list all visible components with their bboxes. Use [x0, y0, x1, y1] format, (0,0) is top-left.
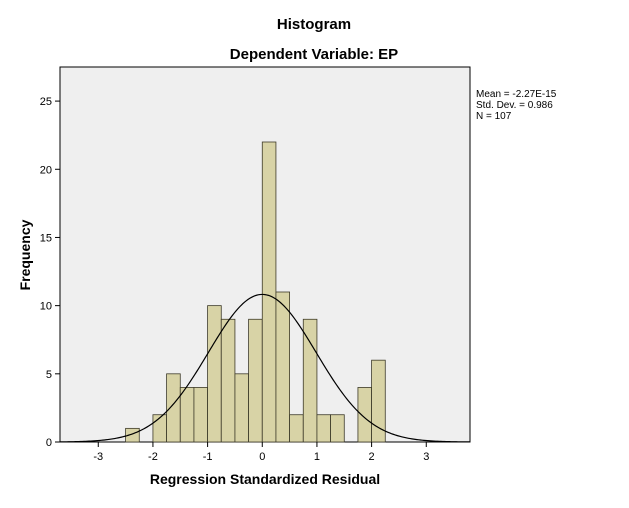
y-tick-label-1: 5 [46, 369, 52, 381]
x-axis-label: Regression Standardized Residual [150, 471, 380, 487]
x-tick-label-4: 1 [314, 451, 320, 463]
histogram-bar-9 [261, 141, 277, 443]
x-tick-label-1: -2 [148, 451, 158, 463]
histogram-bar-12 [302, 318, 318, 443]
stats-n: N = 107 [476, 111, 512, 122]
y-tick-label-2: 10 [40, 301, 52, 313]
y-tick-label-5: 25 [40, 96, 52, 108]
normal-curve [59, 293, 471, 443]
y-axis-label: Frequency [17, 219, 33, 290]
stats-mean: Mean = -2.27E-15 [476, 89, 557, 100]
histogram-bar-4 [193, 387, 209, 443]
y-tick-label-4: 20 [40, 164, 52, 176]
x-tick-label-6: 3 [423, 451, 429, 463]
axes-layer: -3 -2 -1 0 1 2 3 0 5 10 15 20 25 [40, 96, 430, 463]
histogram-bar-8 [248, 318, 263, 443]
y-tick-label-3: 15 [40, 232, 52, 244]
histogram-bar-13 [316, 414, 331, 443]
histogram-bar-1 [152, 414, 168, 443]
stats-std-dev: Std. Dev. = 0.986 [476, 100, 553, 111]
y-tick-label-0: 0 [46, 437, 52, 449]
x-tick-label-2: -1 [203, 451, 213, 463]
histogram-bar-15 [357, 387, 372, 443]
chart-title: Histogram [277, 16, 351, 33]
histogram-bar-6 [220, 318, 236, 443]
histogram-bar-3 [179, 387, 195, 443]
histogram-bar-2 [166, 373, 181, 443]
histogram-bar-11 [289, 414, 304, 443]
histogram-bar-5 [207, 305, 222, 443]
histogram-bar-7 [234, 373, 250, 443]
histogram-bar-16 [371, 359, 386, 443]
x-tick-label-5: 2 [369, 451, 375, 463]
x-tick-label-0: -3 [93, 451, 103, 463]
bars-layer [125, 141, 386, 443]
histogram-bar-0 [125, 427, 140, 443]
histogram-bar-14 [330, 414, 345, 443]
histogram-bar-10 [275, 291, 290, 443]
chart-subtitle: Dependent Variable: EP [230, 46, 398, 63]
x-tick-label-3: 0 [259, 451, 265, 463]
